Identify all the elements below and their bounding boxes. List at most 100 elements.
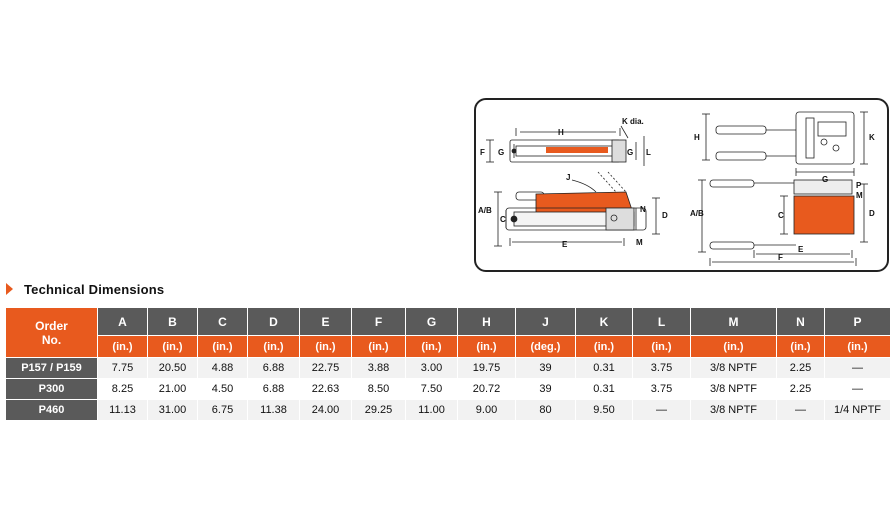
order-number: P460 — [5, 399, 98, 421]
column-header: J — [515, 307, 576, 336]
label-a-b-left: A/B — [478, 206, 492, 215]
order-header-line1: Order — [35, 318, 68, 333]
order-number: P300 — [5, 378, 98, 400]
column-header: A — [97, 307, 148, 336]
table-cell: 29.25 — [351, 399, 406, 421]
table-cell: 19.75 — [457, 357, 516, 379]
column-header: E — [299, 307, 352, 336]
label-k-right: K — [869, 133, 875, 142]
column-header: N — [776, 307, 825, 336]
label-m-left: M — [636, 238, 643, 247]
label-k-dia: K dia. — [622, 117, 644, 126]
table-cell: 8.50 — [351, 378, 406, 400]
label-e-left: E — [562, 240, 568, 249]
column-unit: (in.) — [147, 335, 198, 358]
table-cell: 2.25 — [776, 378, 825, 400]
order-number: P157 / P159 — [5, 357, 98, 379]
label-h-top: H — [558, 128, 564, 137]
column-unit: (in.) — [457, 335, 516, 358]
heading-text: Technical Dimensions — [24, 281, 165, 297]
column-header: F — [351, 307, 406, 336]
section-heading: Technical Dimensions — [6, 280, 164, 298]
column-unit: (in.) — [247, 335, 300, 358]
table-cell: 11.00 — [405, 399, 458, 421]
column-header: K — [575, 307, 633, 336]
column-unit: (in.) — [405, 335, 458, 358]
pump-drawing: H K dia. F G G L J A/B C N D E M H K G P… — [478, 111, 875, 266]
label-f: F — [480, 148, 485, 157]
column-unit: (in.) — [351, 335, 406, 358]
label-n: N — [640, 205, 646, 214]
table-cell: 9.50 — [575, 399, 633, 421]
label-g-top-right: G — [822, 175, 828, 184]
column-header: P — [824, 307, 891, 336]
table-row: P300 8.25 21.00 4.50 6.88 22.63 8.50 7.50 20.72 3… — [5, 378, 891, 400]
order-header-line2: No. — [41, 332, 62, 347]
column-unit: (in.) — [824, 335, 891, 358]
column-header: G — [405, 307, 458, 336]
table-cell: — — [824, 357, 891, 379]
label-m-right: M — [856, 191, 863, 200]
table-cell: 6.88 — [247, 378, 300, 400]
table-cell: 0.31 — [575, 357, 633, 379]
table-cell: 4.50 — [197, 378, 248, 400]
label-g-right: G — [627, 148, 633, 157]
table-cell: 31.00 — [147, 399, 198, 421]
table-cell: 39 — [515, 378, 576, 400]
table-cell: 7.75 — [97, 357, 148, 379]
table-cell: 3/8 NPTF — [690, 378, 777, 400]
table-row: P460 11.13 31.00 6.75 11.38 24.00 29.25 11.00 9.… — [5, 399, 891, 421]
column-header: B — [147, 307, 198, 336]
table-cell: 3.75 — [632, 378, 691, 400]
table-cell: 9.00 — [457, 399, 516, 421]
label-e-right: E — [798, 245, 804, 254]
table-cell: 3.75 — [632, 357, 691, 379]
label-j: J — [566, 173, 570, 182]
table-cell: 8.25 — [97, 378, 148, 400]
table-cell: 20.72 — [457, 378, 516, 400]
heading-marker-icon — [6, 283, 13, 295]
table-cell: — — [632, 399, 691, 421]
table-cell: 0.31 — [575, 378, 633, 400]
table-body: P157 / P159 7.75 20.50 4.88 6.88 22.75 3.88 3.0… — [5, 357, 891, 421]
label-c-left: C — [500, 215, 506, 224]
table-cell: 4.88 — [197, 357, 248, 379]
column-header: C — [197, 307, 248, 336]
column-unit: (deg.) — [515, 335, 576, 358]
table-cell: 22.75 — [299, 357, 352, 379]
label-l: L — [646, 148, 651, 157]
header-row-units: (in.) (in.) (in.) (in.) (in.) (in.) (in.) (in.)… — [6, 335, 891, 358]
table-cell: — — [824, 378, 891, 400]
column-unit: (in.) — [632, 335, 691, 358]
column-unit: (in.) — [97, 335, 148, 358]
table-cell: 3.00 — [405, 357, 458, 379]
table-cell: 6.88 — [247, 357, 300, 379]
column-unit: (in.) — [776, 335, 825, 358]
table-cell: 20.50 — [147, 357, 198, 379]
table-cell: 80 — [515, 399, 576, 421]
label-a-b-right: A/B — [690, 209, 704, 218]
table-cell: 7.50 — [405, 378, 458, 400]
table-cell: 3.88 — [351, 357, 406, 379]
column-header: D — [247, 307, 300, 336]
table-cell: 1/4 NPTF — [824, 399, 891, 421]
column-unit: (in.) — [299, 335, 352, 358]
label-d-left: D — [662, 211, 668, 220]
dimension-diagram: H K dia. F G G L J A/B C N D E M H K G P… — [474, 98, 889, 272]
table-cell: 39 — [515, 357, 576, 379]
label-g-left: G — [498, 148, 504, 157]
label-p: P — [856, 181, 862, 190]
table-cell: — — [776, 399, 825, 421]
table-cell: 11.13 — [97, 399, 148, 421]
table-cell: 2.25 — [776, 357, 825, 379]
table-cell: 11.38 — [247, 399, 300, 421]
column-unit: (in.) — [575, 335, 633, 358]
column-header: H — [457, 307, 516, 336]
table-cell: 3/8 NPTF — [690, 399, 777, 421]
table-cell: 3/8 NPTF — [690, 357, 777, 379]
table-cell: 24.00 — [299, 399, 352, 421]
order-header: Order No. — [5, 307, 98, 358]
column-header: L — [632, 307, 691, 336]
